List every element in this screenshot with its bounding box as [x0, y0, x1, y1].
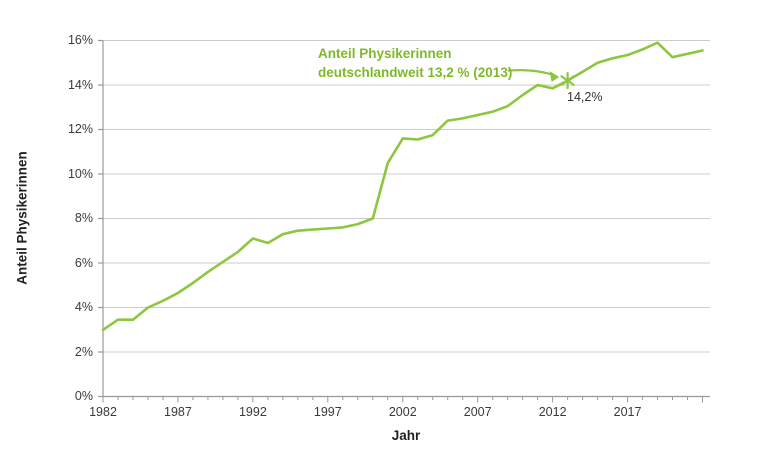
y-tick-label: 6% [74, 255, 93, 270]
annotation-arrow-head [549, 71, 560, 83]
x-tick-label: 1987 [164, 404, 192, 419]
y-tick-label: 2% [74, 344, 93, 359]
y-tick-label: 14% [67, 77, 93, 92]
annotation-line-2: deutschlandweit 13,2 % (2013) [318, 64, 513, 80]
x-tick-label: 2007 [463, 404, 492, 419]
y-tick-label: 0% [74, 389, 93, 403]
point-marker-asterisk [560, 75, 575, 86]
data-line [101, 41, 704, 332]
annotation-arrow-shaft [507, 69, 556, 77]
x-tick-label: 2002 [388, 404, 417, 419]
chart-annotation: Anteil Physikerinnen deutschlandweit 13,… [318, 45, 512, 82]
y-tick-label: 8% [74, 211, 93, 225]
y-tick-label: 4% [74, 300, 93, 314]
x-tick-label: 2012 [538, 404, 567, 419]
y-axis-title: Anteil Physikerinnen [14, 151, 30, 285]
y-tick-label: 16% [67, 33, 93, 47]
x-tick-label: 2017 [613, 404, 642, 419]
y-tick-label: 10% [67, 166, 93, 181]
y-tick-label: 12% [67, 122, 93, 136]
annotation-line-1: Anteil Physikerinnen [318, 46, 452, 61]
x-axis-title: Jahr [391, 428, 421, 443]
x-tick-label: 1992 [238, 404, 267, 419]
marker-value-label: 14,2% [567, 90, 603, 104]
x-tick-label: 1982 [89, 404, 117, 419]
x-tick-label: 1997 [313, 404, 342, 419]
